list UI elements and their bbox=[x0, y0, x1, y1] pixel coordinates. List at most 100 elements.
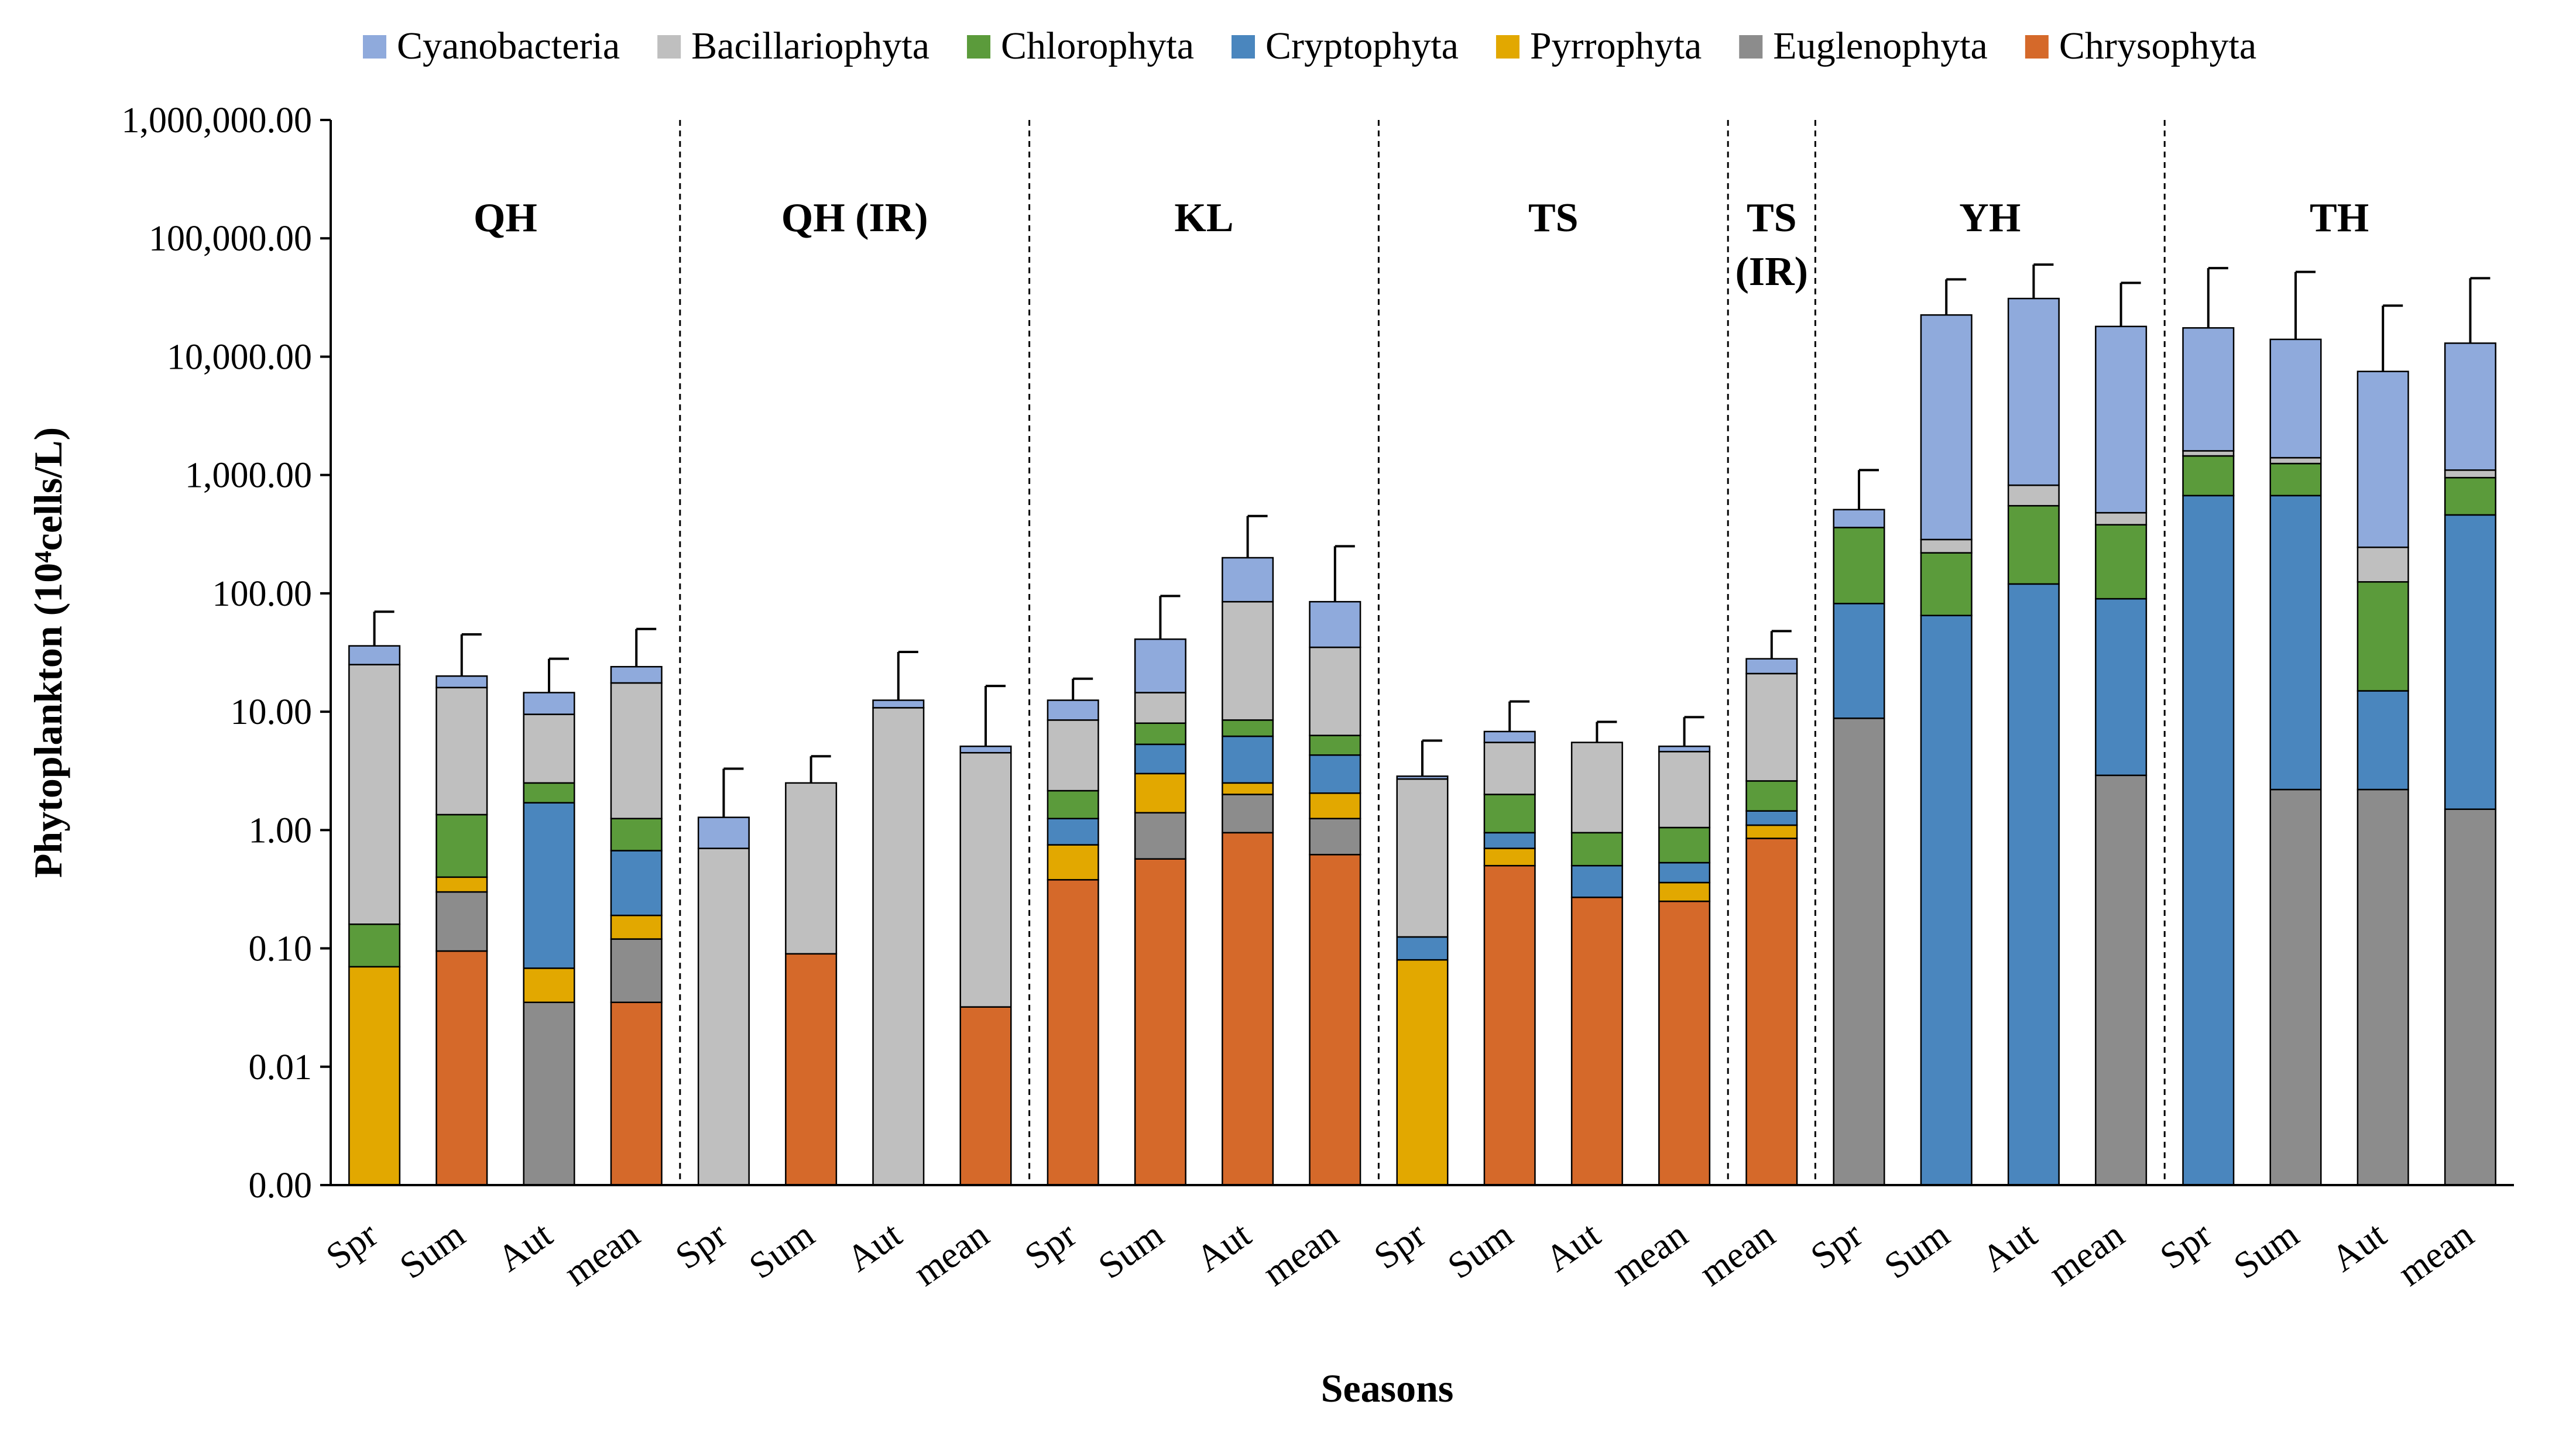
bar-segment-cyanobacteria bbox=[1833, 509, 1885, 528]
bar-segment-bacillariophyta bbox=[1047, 719, 1099, 792]
bar-segment-cyanobacteria bbox=[1483, 730, 1536, 743]
y-tick-label: 1,000.00 bbox=[185, 456, 312, 496]
bar-segment-euglenophyta bbox=[610, 938, 663, 1004]
x-tick-label: mean bbox=[2390, 1213, 2481, 1294]
bar-segment-chlorophyta bbox=[1309, 734, 1361, 756]
x-tick-label: Aut bbox=[1974, 1213, 2045, 1279]
x-tick-label: Sum bbox=[742, 1213, 822, 1286]
bar-segment-pyrrophyta bbox=[1134, 772, 1186, 814]
bar-segment-chlorophyta bbox=[523, 782, 575, 804]
group-label-qh: QH bbox=[474, 195, 537, 241]
y-tick-label: 100,000.00 bbox=[149, 219, 312, 259]
bar-segment-bacillariophyta bbox=[1745, 672, 1798, 782]
bar-segment-euglenophyta bbox=[1833, 717, 1885, 1186]
bar-segment-bacillariophyta bbox=[2357, 546, 2409, 583]
legend-swatch-chlorophyta bbox=[967, 35, 991, 59]
bar-segment-euglenophyta bbox=[523, 1001, 575, 1186]
bar-segment-cryptophyta bbox=[1483, 832, 1536, 849]
legend-label-cryptophyta: Cryptophyta bbox=[1265, 25, 1459, 67]
bar-segment-chrysophyta bbox=[1222, 832, 1274, 1186]
bar-segment-cyanobacteria bbox=[1745, 658, 1798, 675]
bar-segment-cryptophyta bbox=[1570, 864, 1623, 898]
legend: Cyanobacteria Bacillariophyta Chlorophyta C… bbox=[363, 25, 2256, 67]
x-tick-label: Spr bbox=[1017, 1213, 1084, 1277]
bar-segment-chrysophyta bbox=[1134, 858, 1186, 1186]
bar-segment-cryptophyta bbox=[1396, 936, 1449, 961]
x-tick-label: Aut bbox=[2324, 1213, 2394, 1279]
group-label-ts-ir: TS bbox=[1747, 195, 1797, 241]
bar-segment-chlorophyta bbox=[2182, 455, 2235, 497]
legend-swatch-cyanobacteria bbox=[363, 35, 386, 59]
bar-segment-cryptophyta bbox=[1309, 754, 1361, 794]
bar-segment-pyrrophyta bbox=[1745, 824, 1798, 839]
legend-label-euglenophyta: Euglenophyta bbox=[1773, 25, 1988, 67]
bar-segment-cryptophyta bbox=[2095, 598, 2148, 777]
bar-segment-chlorophyta bbox=[1658, 826, 1711, 864]
bar-segment-cyanobacteria bbox=[2182, 327, 2235, 452]
x-tick-label: Spr bbox=[1803, 1213, 1870, 1277]
y-tick-label: 1,000,000.00 bbox=[122, 101, 313, 140]
y-tick-label: 0.00 bbox=[249, 1166, 313, 1206]
bar-segment-chrysophyta bbox=[1047, 879, 1099, 1186]
bar-segment-bacillariophyta bbox=[1222, 600, 1274, 721]
bar-segment-cyanobacteria bbox=[1920, 314, 1973, 541]
x-tick-label: mean bbox=[1604, 1213, 1695, 1294]
bar-segment-bacillariophyta bbox=[697, 847, 750, 1186]
bar-segment-chlorophyta bbox=[1920, 552, 1973, 616]
bar-segment-cyanobacteria bbox=[523, 692, 575, 715]
bar-segment-bacillariophyta bbox=[1920, 538, 1973, 554]
group-label-ts-ir: (IR) bbox=[1735, 249, 1808, 294]
bar-segment-cryptophyta bbox=[1658, 861, 1711, 884]
x-tick-label: Sum bbox=[1440, 1213, 1520, 1286]
bar-segment-chlorophyta bbox=[1570, 832, 1623, 867]
bar-segment-chrysophyta bbox=[1745, 837, 1798, 1186]
bar-segment-chlorophyta bbox=[2357, 581, 2409, 692]
y-tick-label: 10.00 bbox=[231, 692, 313, 732]
bar-segment-bacillariophyta bbox=[1570, 741, 1623, 834]
legend-swatch-bacillariophyta bbox=[657, 35, 681, 59]
bar-segment-chrysophyta bbox=[959, 1006, 1012, 1186]
x-tick-label: Spr bbox=[318, 1213, 385, 1277]
x-tick-label: Sum bbox=[1091, 1213, 1171, 1286]
group-label-kl: KL bbox=[1174, 195, 1233, 241]
x-tick-label: Sum bbox=[392, 1213, 472, 1286]
bar-segment-bacillariophyta bbox=[1483, 741, 1536, 795]
bar-segment-chlorophyta bbox=[2269, 462, 2322, 497]
bar-segment-chrysophyta bbox=[785, 953, 838, 1186]
group-label-ts: TS bbox=[1528, 195, 1579, 241]
bar-segment-chlorophyta bbox=[610, 818, 663, 852]
bar-segment-chrysophyta bbox=[1658, 900, 1711, 1186]
bar-segment-cryptophyta bbox=[2007, 583, 2060, 1186]
bar-segment-chlorophyta bbox=[1833, 527, 1885, 605]
group-labels: QH QH (IR) KL TS TS (IR) YH TH bbox=[474, 195, 2369, 294]
x-axis-title: Seasons bbox=[1321, 1366, 1454, 1410]
bar-segment-pyrrophyta bbox=[1309, 792, 1361, 819]
bar-segment-cyanobacteria bbox=[348, 645, 401, 665]
bar-segment-bacillariophyta bbox=[435, 686, 488, 816]
y-tick-label: 0.10 bbox=[249, 929, 313, 969]
bar-segment-cryptophyta bbox=[1047, 818, 1099, 846]
bar-segment-pyrrophyta bbox=[1658, 881, 1711, 902]
bar-segment-euglenophyta bbox=[435, 891, 488, 952]
bar-segment-bacillariophyta bbox=[872, 707, 925, 1186]
bar-segment-pyrrophyta bbox=[1396, 959, 1449, 1186]
bar-segment-chrysophyta bbox=[1309, 854, 1361, 1186]
legend-label-cyanobacteria: Cyanobacteria bbox=[397, 25, 620, 67]
x-tick-label: mean bbox=[2041, 1213, 2131, 1294]
bar-segment-cryptophyta bbox=[523, 802, 575, 969]
bar-segment-cryptophyta bbox=[610, 850, 663, 916]
group-label-qh-ir: QH (IR) bbox=[781, 195, 928, 241]
bar-segment-bacillariophyta bbox=[785, 782, 838, 955]
legend-label-chrysophyta: Chrysophyta bbox=[2059, 25, 2256, 67]
x-tick-label: Aut bbox=[839, 1213, 909, 1279]
bar-segment-bacillariophyta bbox=[2444, 469, 2496, 479]
bar-segment-cryptophyta bbox=[1222, 735, 1274, 784]
bar-segment-bacillariophyta bbox=[1658, 751, 1711, 829]
bar-segment-euglenophyta bbox=[2444, 808, 2496, 1186]
bar-segment-bacillariophyta bbox=[1396, 778, 1449, 938]
bar-segment-bacillariophyta bbox=[2269, 456, 2322, 465]
x-tick-label: mean bbox=[1256, 1213, 1346, 1294]
bar-segment-cyanobacteria bbox=[2269, 338, 2322, 459]
legend-label-pyrrophyta: Pyrrophyta bbox=[1530, 25, 1702, 67]
